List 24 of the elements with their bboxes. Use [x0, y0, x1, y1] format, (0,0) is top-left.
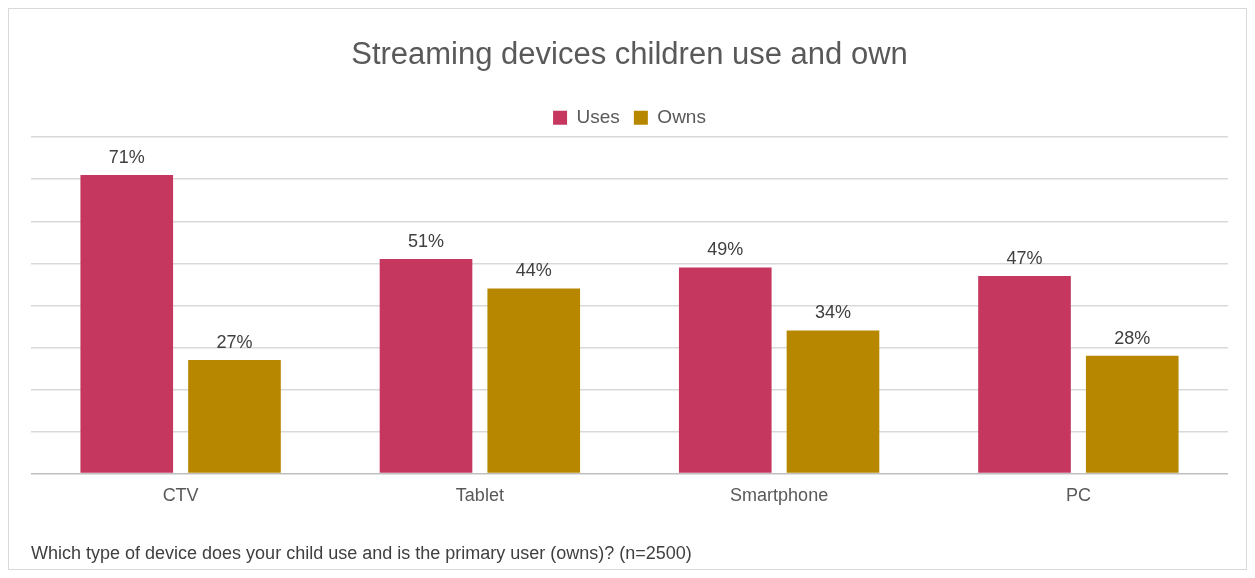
- legend-label: Uses: [576, 105, 620, 127]
- x-tick-label: Tablet: [455, 485, 504, 506]
- bar: [188, 359, 281, 473]
- bar: [786, 330, 880, 473]
- data-label: 27%: [216, 331, 253, 352]
- bar: [1085, 355, 1179, 473]
- bar: [379, 259, 473, 473]
- bar: [487, 288, 581, 473]
- bar: [80, 175, 174, 473]
- legend-label: Owns: [657, 105, 706, 127]
- bar: [978, 275, 1071, 473]
- data-label: 28%: [1114, 327, 1151, 348]
- text: Which type of device does your child use and is the primary user (owns)? (n=2500): [31, 542, 692, 563]
- data-label: 47%: [1006, 247, 1043, 268]
- x-tick-label: PC: [1065, 485, 1091, 506]
- bar: [678, 267, 772, 473]
- data-label: 44%: [515, 260, 552, 281]
- data-label: 71%: [108, 146, 145, 167]
- x-tick-label: CTV: [162, 485, 199, 506]
- data-label: 51%: [407, 231, 445, 252]
- data-label: 34%: [814, 302, 852, 323]
- chart-title: Streaming devices children use and own: [351, 36, 908, 72]
- data-label: 49%: [707, 239, 744, 260]
- x-tick-label: Smartphone: [730, 485, 829, 506]
